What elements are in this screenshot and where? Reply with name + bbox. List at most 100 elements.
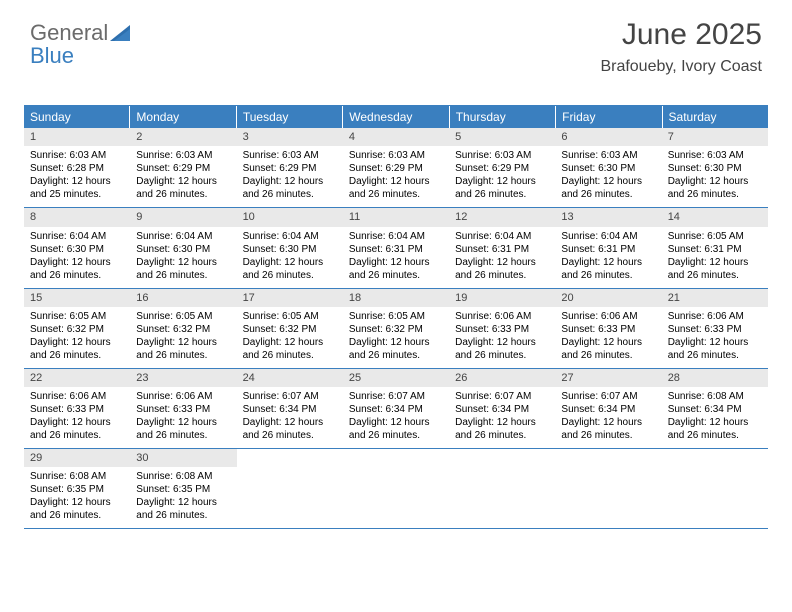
sunrise-line: Sunrise: 6:06 AM [136,390,230,403]
sunrise-line: Sunrise: 6:03 AM [668,149,762,162]
daylight-line: Daylight: 12 hours and 25 minutes. [30,175,124,201]
page-title: June 2025 [600,18,762,52]
daylight-line: Daylight: 12 hours and 26 minutes. [455,256,549,282]
calendar-day: .. [237,449,343,528]
sunrise-line: Sunrise: 6:06 AM [30,390,124,403]
calendar-day: 1Sunrise: 6:03 AMSunset: 6:28 PMDaylight… [24,128,130,207]
weekday-header: Monday [130,106,236,128]
sunset-line: Sunset: 6:34 PM [561,403,655,416]
sunset-line: Sunset: 6:29 PM [243,162,337,175]
sunrise-line: Sunrise: 6:07 AM [243,390,337,403]
day-number: 14 [662,208,768,226]
day-body: Sunrise: 6:07 AMSunset: 6:34 PMDaylight:… [343,387,449,448]
calendar-day: 14Sunrise: 6:05 AMSunset: 6:31 PMDayligh… [662,208,768,287]
day-number: 3 [237,128,343,146]
day-number: 26 [449,369,555,387]
day-number: 28 [662,369,768,387]
day-body: Sunrise: 6:06 AMSunset: 6:33 PMDaylight:… [24,387,130,448]
sunrise-line: Sunrise: 6:06 AM [668,310,762,323]
sunrise-line: Sunrise: 6:03 AM [243,149,337,162]
sunrise-line: Sunrise: 6:05 AM [243,310,337,323]
daylight-line: Daylight: 12 hours and 26 minutes. [349,416,443,442]
day-body: Sunrise: 6:05 AMSunset: 6:32 PMDaylight:… [130,307,236,368]
day-number: 18 [343,289,449,307]
sunset-line: Sunset: 6:30 PM [243,243,337,256]
calendar-day: 13Sunrise: 6:04 AMSunset: 6:31 PMDayligh… [555,208,661,287]
weekday-header: Sunday [24,106,130,128]
day-number: 30 [130,449,236,467]
calendar-day: 2Sunrise: 6:03 AMSunset: 6:29 PMDaylight… [130,128,236,207]
sunrise-line: Sunrise: 6:08 AM [30,470,124,483]
sunrise-line: Sunrise: 6:04 AM [455,230,549,243]
title-block: June 2025 Brafoueby, Ivory Coast [600,18,762,76]
sunset-line: Sunset: 6:31 PM [349,243,443,256]
weekday-header: Saturday [663,106,768,128]
sunset-line: Sunset: 6:30 PM [668,162,762,175]
calendar-day: 4Sunrise: 6:03 AMSunset: 6:29 PMDaylight… [343,128,449,207]
sunset-line: Sunset: 6:31 PM [561,243,655,256]
calendar-day: 29Sunrise: 6:08 AMSunset: 6:35 PMDayligh… [24,449,130,528]
day-body: Sunrise: 6:03 AMSunset: 6:30 PMDaylight:… [555,146,661,207]
daylight-line: Daylight: 12 hours and 26 minutes. [30,256,124,282]
calendar-week: 29Sunrise: 6:08 AMSunset: 6:35 PMDayligh… [24,449,768,529]
calendar-day: 8 Sunrise: 6:04 AMSunset: 6:30 PMDaylight… [24,208,130,287]
day-body: Sunrise: 6:03 AMSunset: 6:29 PMDaylight:… [130,146,236,207]
day-body: Sunrise: 6:04 AMSunset: 6:31 PMDaylight:… [449,227,555,288]
day-number: 4 [343,128,449,146]
day-body: Sunrise: 6:04 AMSunset: 6:31 PMDaylight:… [555,227,661,288]
calendar-day: 12Sunrise: 6:04 AMSunset: 6:31 PMDayligh… [449,208,555,287]
daylight-line: Daylight: 12 hours and 26 minutes. [30,496,124,522]
sunset-line: Sunset: 6:28 PM [30,162,124,175]
sunset-line: Sunset: 6:34 PM [455,403,549,416]
sunrise-line: Sunrise: 6:07 AM [349,390,443,403]
sunset-line: Sunset: 6:31 PM [668,243,762,256]
sunset-line: Sunset: 6:29 PM [349,162,443,175]
weekday-header: Wednesday [343,106,449,128]
sunrise-line: Sunrise: 6:04 AM [30,230,124,243]
day-number: 8 [24,208,130,226]
calendar-day: 30Sunrise: 6:08 AMSunset: 6:35 PMDayligh… [130,449,236,528]
calendar-day: 17Sunrise: 6:05 AMSunset: 6:32 PMDayligh… [237,289,343,368]
sunset-line: Sunset: 6:33 PM [136,403,230,416]
calendar-day: 16Sunrise: 6:05 AMSunset: 6:32 PMDayligh… [130,289,236,368]
calendar-day: 7Sunrise: 6:03 AMSunset: 6:30 PMDaylight… [662,128,768,207]
calendar-day: 19Sunrise: 6:06 AMSunset: 6:33 PMDayligh… [449,289,555,368]
day-body: Sunrise: 6:05 AMSunset: 6:31 PMDaylight:… [662,227,768,288]
day-body: Sunrise: 6:06 AMSunset: 6:33 PMDaylight:… [130,387,236,448]
daylight-line: Daylight: 12 hours and 26 minutes. [455,175,549,201]
calendar-week: 8Sunrise: 6:04 AMSunset: 6:30 PMDaylight… [24,208,768,288]
sunset-line: Sunset: 6:30 PM [30,243,124,256]
day-number: 13 [555,208,661,226]
sunset-line: Sunset: 6:32 PM [243,323,337,336]
calendar-week: 22Sunrise: 6:06 AMSunset: 6:33 PMDayligh… [24,369,768,449]
daylight-line: Daylight: 12 hours and 26 minutes. [349,336,443,362]
sunset-line: Sunset: 6:34 PM [668,403,762,416]
calendar-day: .. [662,449,768,528]
calendar-day: .. [555,449,661,528]
daylight-line: Daylight: 12 hours and 26 minutes. [668,416,762,442]
calendar-day: 3Sunrise: 6:03 AMSunset: 6:29 PMDaylight… [237,128,343,207]
location-label: Brafoueby, Ivory Coast [600,58,762,76]
day-number: 23 [130,369,236,387]
calendar-day: 28Sunrise: 6:08 AMSunset: 6:34 PMDayligh… [662,369,768,448]
day-body: Sunrise: 6:04 AMSunset: 6:31 PMDaylight:… [343,227,449,288]
day-body: Sunrise: 6:04 AMSunset: 6:30 PMDaylight:… [130,227,236,288]
day-body: Sunrise: 6:06 AMSunset: 6:33 PMDaylight:… [662,307,768,368]
day-body: Sunrise: 6:07 AMSunset: 6:34 PMDaylight:… [555,387,661,448]
daylight-line: Daylight: 12 hours and 26 minutes. [349,256,443,282]
day-body: Sunrise: 6:05 AMSunset: 6:32 PMDaylight:… [24,307,130,368]
sunrise-line: Sunrise: 6:05 AM [30,310,124,323]
day-number: 16 [130,289,236,307]
calendar-day: 5Sunrise: 6:03 AMSunset: 6:29 PMDaylight… [449,128,555,207]
day-number: 25 [343,369,449,387]
sunrise-line: Sunrise: 6:04 AM [136,230,230,243]
calendar-day: 9Sunrise: 6:04 AMSunset: 6:30 PMDaylight… [130,208,236,287]
day-number: 10 [237,208,343,226]
sunset-line: Sunset: 6:35 PM [136,483,230,496]
day-body: Sunrise: 6:07 AMSunset: 6:34 PMDaylight:… [449,387,555,448]
daylight-line: Daylight: 12 hours and 26 minutes. [136,496,230,522]
day-number: 29 [24,449,130,467]
calendar-day: 24Sunrise: 6:07 AMSunset: 6:34 PMDayligh… [237,369,343,448]
day-number: 7 [662,128,768,146]
sunrise-line: Sunrise: 6:03 AM [136,149,230,162]
